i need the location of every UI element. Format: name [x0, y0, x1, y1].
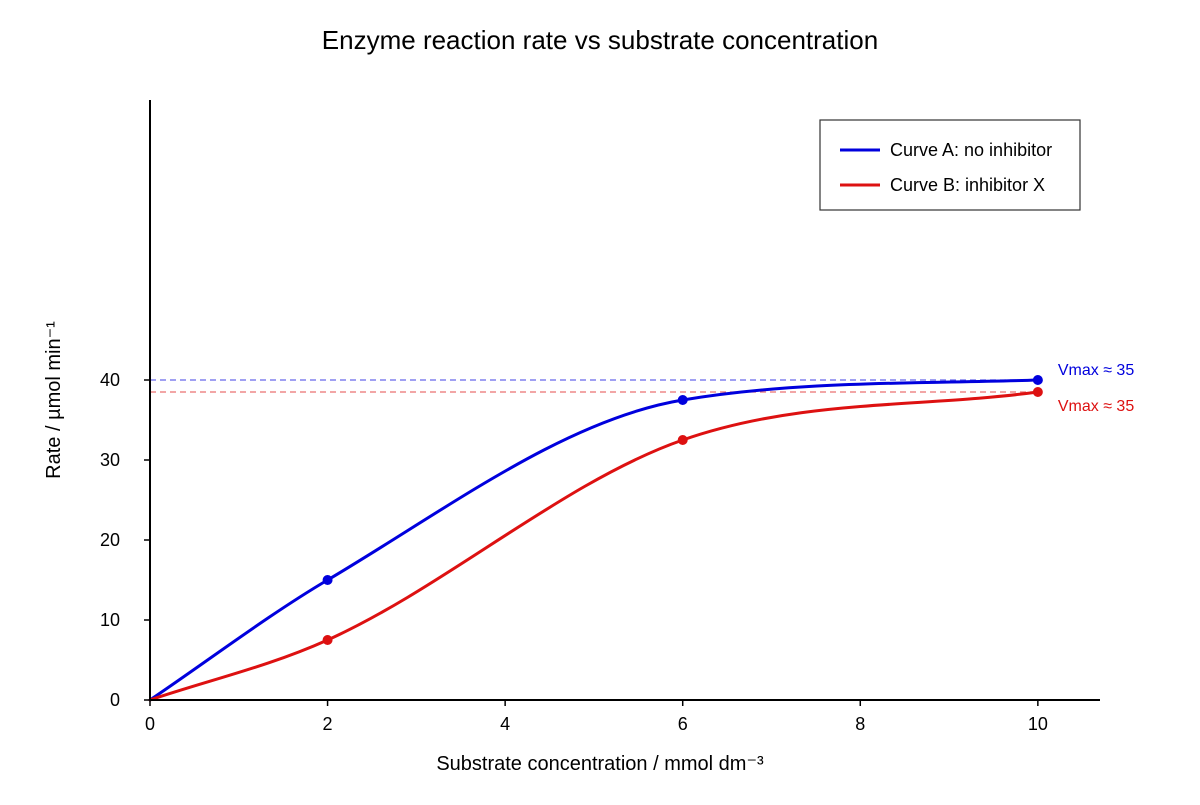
series-line-a	[148, 378, 1040, 702]
chart-title: Enzyme reaction rate vs substrate concen…	[322, 25, 878, 55]
data-point-a-1	[677, 395, 688, 405]
data-point-b-0	[322, 635, 333, 645]
y-tick-label-10: 10	[100, 610, 120, 630]
legend-label-b: Curve B: inhibitor X	[890, 175, 1045, 195]
series-layer	[148, 375, 1043, 702]
data-point-a-2	[1032, 375, 1043, 385]
x-tick-label-0: 0	[145, 714, 155, 734]
y-tick-label-30: 30	[100, 450, 120, 470]
x-tick-label-8: 8	[855, 714, 865, 734]
y-tick-label-0: 0	[110, 690, 120, 710]
x-tick-label-4: 4	[500, 714, 510, 734]
annotations-layer: Vmax ≈ 35 Vmax ≈ 35	[1058, 362, 1134, 415]
data-point-b-1	[677, 435, 688, 445]
data-point-b-2	[1032, 387, 1043, 397]
series-line-b	[148, 390, 1040, 702]
x-tick-label-6: 6	[678, 714, 688, 734]
x-axis-label: Substrate concentration / mmol dm⁻³	[436, 753, 764, 775]
legend-box	[819, 119, 1081, 211]
y-tick-label-20: 20	[100, 530, 120, 550]
y-tick-label-40: 40	[100, 370, 120, 390]
x-tick-label-10: 10	[1028, 714, 1048, 734]
legend: Curve A: no inhibitor Curve B: inhibitor …	[819, 119, 1081, 211]
vmax-annotation-a: Vmax ≈ 35	[1058, 362, 1134, 379]
axes-layer: 0 2 4 6 8 10 0 10 20 30 40	[100, 100, 1100, 734]
legend-label-a: Curve A: no inhibitor	[890, 140, 1052, 160]
data-point-a-0	[322, 575, 333, 585]
vmax-annotation-b: Vmax ≈ 35	[1058, 398, 1134, 415]
x-tick-label-2: 2	[323, 714, 333, 734]
y-axis-label: Rate / µmol min⁻¹	[43, 321, 65, 479]
reference-lines	[150, 379, 1038, 393]
